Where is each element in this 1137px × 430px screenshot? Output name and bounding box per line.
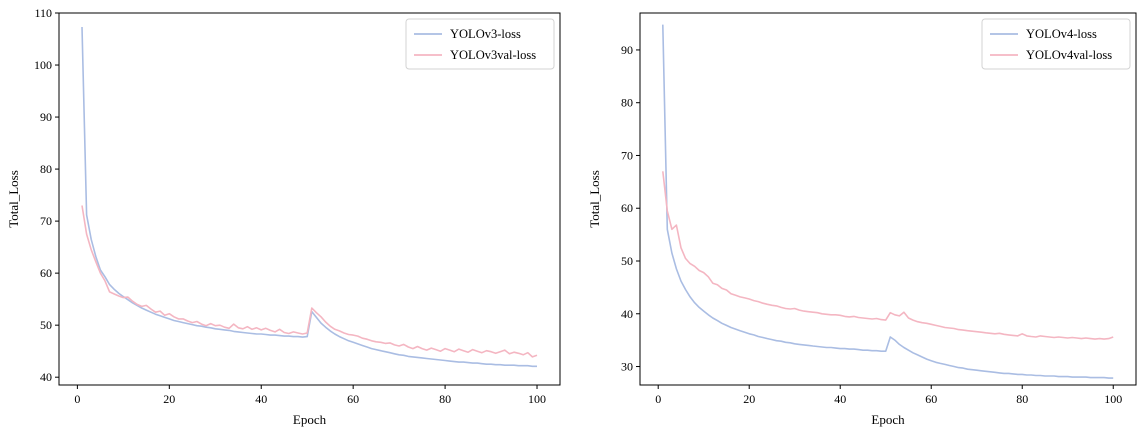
y-axis-label: Total_Loss bbox=[587, 170, 602, 228]
y-tick-label: 30 bbox=[621, 360, 633, 374]
y-tick-label: 80 bbox=[621, 96, 633, 110]
legend-label: YOLOv3val-loss bbox=[450, 48, 536, 62]
y-tick-label: 50 bbox=[621, 254, 633, 268]
series-line-yolov3-loss bbox=[81, 26, 537, 368]
legend-label: YOLOv4-loss bbox=[1026, 27, 1097, 41]
chart-yolov4: 0 20 40 60 80 100 30 40 50 60 70 80 90 Epoch Total_Los… bbox=[587, 12, 1137, 427]
x-axis-label: Epoch bbox=[293, 412, 327, 427]
x-tick-label: 60 bbox=[347, 392, 359, 406]
y-tick-label: 60 bbox=[621, 201, 633, 215]
x-tick-label: 80 bbox=[1016, 392, 1028, 406]
plot-frame bbox=[58, 12, 561, 386]
plot-frame bbox=[639, 12, 1137, 386]
x-tick-label: 100 bbox=[528, 392, 546, 406]
x-tick-label: 0 bbox=[655, 392, 661, 406]
series-line-yolov3val-loss bbox=[81, 205, 538, 358]
legend-label: YOLOv4val-loss bbox=[1026, 48, 1112, 62]
y-tick-label: 100 bbox=[34, 58, 52, 72]
legend: YOLOv3-loss YOLOv3val-loss bbox=[405, 18, 555, 70]
y-tick-label: 70 bbox=[621, 148, 633, 162]
y-tick-label: 50 bbox=[40, 318, 52, 332]
x-tick-label: 60 bbox=[925, 392, 937, 406]
x-tick-label: 80 bbox=[439, 392, 451, 406]
x-tick-label: 0 bbox=[74, 392, 80, 406]
x-tick-label: 40 bbox=[834, 392, 846, 406]
y-tick-label: 90 bbox=[40, 110, 52, 124]
x-tick-label: 20 bbox=[743, 392, 755, 406]
chart-yolov3: 0 20 40 60 80 100 40 50 60 70 80 90 100 110 Epoch Total… bbox=[6, 6, 561, 427]
legend-box bbox=[981, 18, 1131, 70]
series-line-yolov4-loss bbox=[662, 24, 1114, 379]
legend-box bbox=[405, 18, 555, 70]
y-tick-label: 80 bbox=[40, 162, 52, 176]
x-tick-label: 20 bbox=[163, 392, 175, 406]
legend-label: YOLOv3-loss bbox=[450, 27, 521, 41]
y-tick-label: 40 bbox=[621, 307, 633, 321]
y-tick-label: 60 bbox=[40, 266, 52, 280]
y-tick-label: 70 bbox=[40, 214, 52, 228]
y-tick-label: 90 bbox=[621, 43, 633, 57]
x-axis-label: Epoch bbox=[871, 412, 905, 427]
x-tick-label: 40 bbox=[255, 392, 267, 406]
y-tick-label: 40 bbox=[40, 370, 52, 384]
series-line-yolov4val-loss bbox=[662, 171, 1114, 340]
y-axis-label: Total_Loss bbox=[6, 170, 21, 228]
legend: YOLOv4-loss YOLOv4val-loss bbox=[981, 18, 1131, 70]
y-tick-label: 110 bbox=[34, 6, 52, 20]
x-tick-label: 100 bbox=[1104, 392, 1122, 406]
